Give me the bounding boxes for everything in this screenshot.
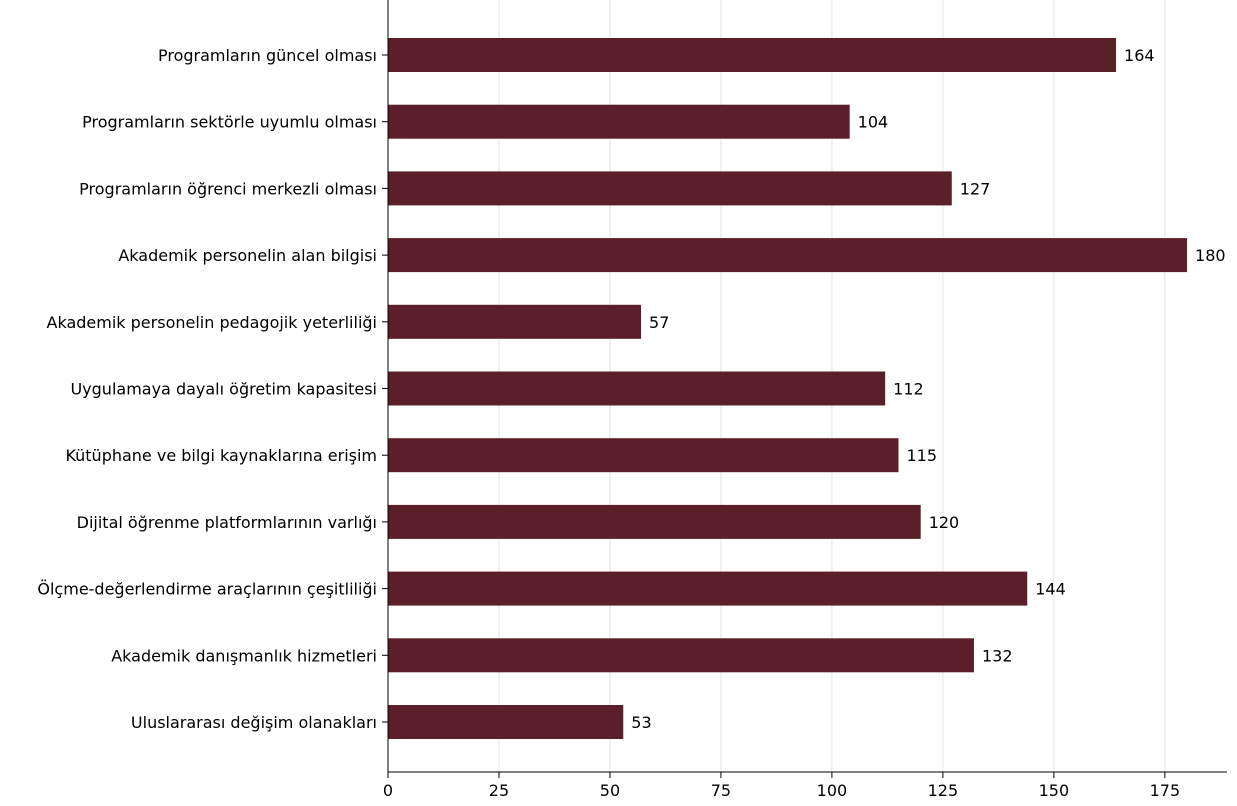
bar: [388, 638, 974, 673]
bar-value-label: 57: [649, 313, 669, 332]
bar-value-label: 112: [893, 380, 924, 399]
x-tick-label: 25: [489, 781, 509, 800]
bar: [388, 171, 952, 206]
bar: [388, 504, 921, 539]
y-tick-label: Programların sektörle uyumlu olması: [82, 113, 377, 132]
bar: [388, 705, 624, 739]
x-tick-label: 100: [817, 781, 848, 800]
y-tick-label: Akademik personelin alan bilgisi: [118, 246, 377, 265]
bar: [388, 238, 1188, 273]
bar: [388, 38, 1117, 72]
x-tick-label: 50: [600, 781, 620, 800]
bar-value-label: 115: [907, 446, 938, 465]
bar: [388, 371, 886, 406]
y-tick-label: Kütüphane ve bilgi kaynaklarına erişim: [65, 446, 377, 465]
bar: [388, 438, 899, 473]
x-tick-label: 0: [383, 781, 393, 800]
y-tick-label: Dijital öğrenme platformlarının varlığı: [77, 513, 377, 532]
bar-value-label: 180: [1195, 246, 1226, 265]
y-tick-label: Programların öğrenci merkezli olması: [79, 179, 377, 198]
x-axis: 0 25 50 75 100 125 150 175: [382, 0, 1227, 800]
y-tick-label: Uluslararası değişim olanakları: [131, 713, 377, 732]
bar-value-label: 144: [1035, 580, 1066, 599]
bar: [388, 571, 1028, 606]
y-tick-label: Akademik danışmanlık hizmetleri: [111, 646, 377, 665]
bar-value-label: 104: [858, 113, 889, 132]
y-tick-label: Uygulamaya dayalı öğretim kapasitesi: [70, 380, 377, 399]
bar-value-label: 120: [929, 513, 960, 532]
y-tick-label: Programların güncel olması: [158, 46, 377, 65]
bar-value-label: 127: [960, 179, 991, 198]
bar: [388, 104, 850, 139]
bars: [388, 38, 1188, 739]
x-tick-label: 75: [711, 781, 731, 800]
x-tick-label: 175: [1150, 781, 1181, 800]
bar-value-label: 53: [631, 713, 651, 732]
x-tick-label: 150: [1039, 781, 1070, 800]
bar-value-label: 132: [982, 646, 1013, 665]
y-tick-label: Ölçme-değerlendirme araçlarının çeşitlil…: [37, 580, 377, 599]
data-labels: 164 104 127 180 57 112 115 120 144 132 53: [631, 46, 1225, 732]
bar-value-label: 164: [1124, 46, 1155, 65]
y-axis-category-labels: Programların güncel olması Programların s…: [37, 46, 377, 732]
bar: [388, 304, 642, 339]
y-tick-label: Akademik personelin pedagojik yeterliliğ…: [47, 313, 377, 332]
x-tick-label: 125: [928, 781, 959, 800]
